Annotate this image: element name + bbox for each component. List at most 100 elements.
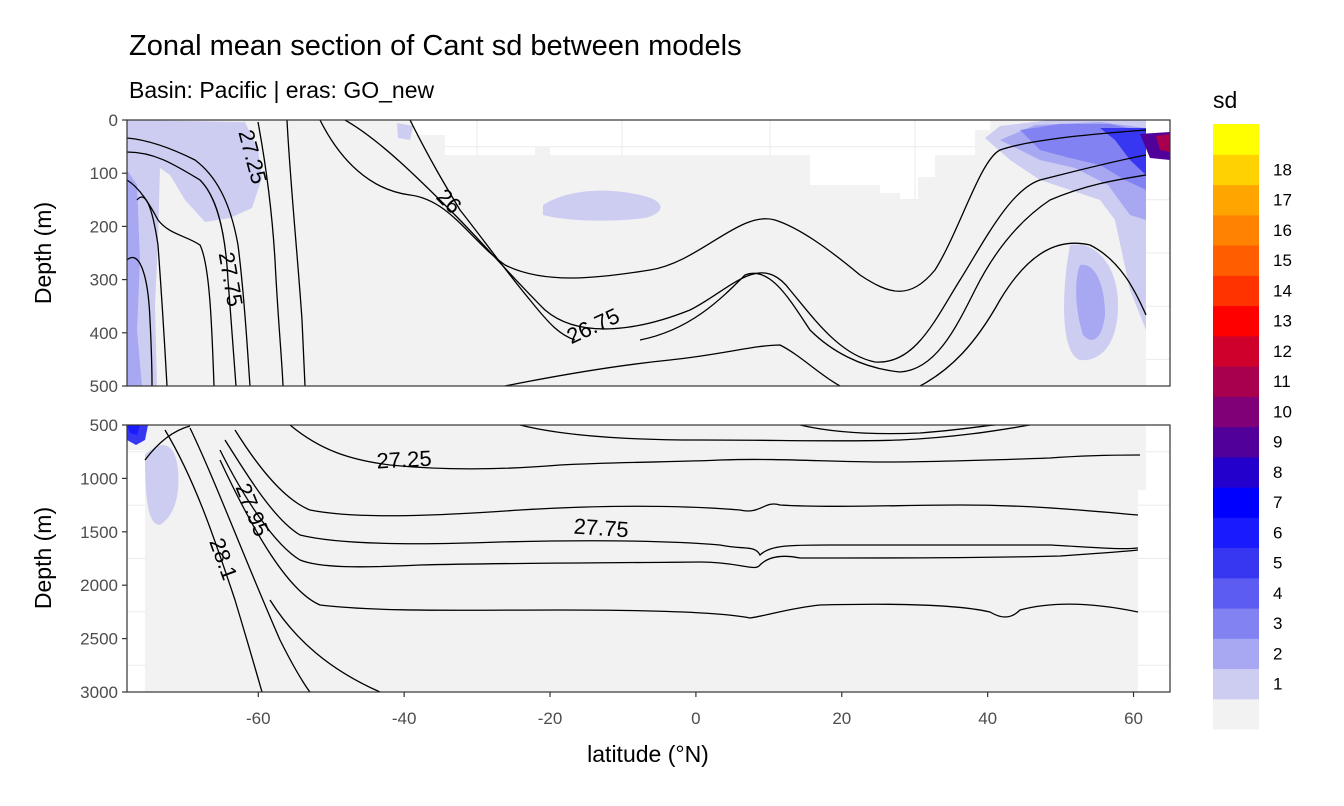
legend-swatch [1213, 335, 1259, 367]
upper-sd-fill-level-3 [127, 170, 142, 386]
contour-line [224, 439, 1139, 557]
legend-swatch [1213, 547, 1259, 579]
contour-line [127, 137, 251, 386]
contour-line [219, 459, 1139, 619]
legend-swatch [1213, 517, 1259, 549]
x-tick-label: -20 [538, 709, 563, 728]
legend-label: 1 [1273, 675, 1282, 694]
contour-line [234, 429, 1139, 517]
contour-line [344, 120, 1147, 363]
upper-sd-fill-level-11 [1156, 134, 1170, 152]
legend-swatch [1213, 487, 1259, 518]
contour-line [144, 425, 191, 461]
legend-label: 3 [1273, 614, 1282, 633]
legend-title: sd [1213, 87, 1237, 113]
upper-panel-border [126, 119, 1171, 387]
legend-label: 13 [1273, 312, 1292, 331]
legend-swatch [1213, 608, 1259, 639]
contour-label: 27.25 [376, 446, 432, 474]
lower-y-axis-title: Depth (m) [30, 507, 56, 609]
legend-swatch [1213, 275, 1259, 307]
contour-line [319, 120, 1147, 292]
legend-swatch [1213, 426, 1259, 458]
upper-contours [127, 120, 1147, 386]
upper-sd-fill-level-2 [543, 190, 661, 221]
contour-line [257, 121, 284, 386]
y-tick-label: 400 [90, 324, 118, 343]
y-tick-label: 0 [109, 111, 118, 130]
upper-sd-fill-level-4 [1020, 124, 1146, 190]
legend-swatch [1213, 638, 1259, 670]
lower-panel-border [126, 424, 1171, 693]
legend-swatch [1213, 154, 1259, 186]
contour-label: 27.75 [573, 514, 630, 543]
x-tick-label: -40 [392, 709, 417, 728]
legend-label: 18 [1273, 160, 1292, 179]
legend-label: 11 [1273, 372, 1291, 391]
legend-swatch [1213, 698, 1259, 730]
y-tick-label: 500 [90, 377, 118, 396]
contour-line [799, 425, 996, 435]
y-tick-label: 100 [90, 164, 118, 183]
contour-line [409, 120, 576, 341]
y-tick-label: 500 [90, 416, 118, 435]
y-tick-label: 1500 [80, 523, 118, 542]
contour-line [269, 599, 381, 692]
y-tick-label: 200 [90, 217, 118, 236]
legend-swatch [1213, 366, 1259, 397]
y-tick-label: 2000 [80, 576, 118, 595]
x-tick-label: 40 [978, 709, 997, 728]
y-tick-label: 1000 [80, 469, 118, 488]
upper-y-axis: 0 100 200 300 400 500 [90, 111, 127, 396]
x-tick-label: 0 [691, 709, 700, 728]
chart-title: Zonal mean section of Cant sd between mo… [129, 30, 742, 62]
upper-sd-fill-level-6 [1100, 128, 1146, 175]
contour-line [136, 196, 168, 386]
legend-label: 10 [1273, 402, 1292, 421]
legend-label: 6 [1273, 523, 1282, 542]
legend-swatch [1213, 577, 1259, 609]
upper-sd-fill-level-2 [127, 120, 262, 386]
legend-swatch [1213, 305, 1259, 337]
contour-line [219, 449, 1139, 569]
legend-swatch [1213, 184, 1259, 216]
legend-label: 4 [1273, 584, 1282, 603]
upper-y-axis-title: Depth (m) [30, 202, 56, 304]
lower-contours [144, 425, 1141, 692]
contour-line [919, 242, 1147, 386]
x-axis-title: latitude (°N) [587, 741, 709, 767]
contour-line [127, 256, 153, 386]
lower-y-axis: 500 1000 1500 2000 2500 3000 [80, 416, 127, 702]
legend-swatch [1213, 396, 1259, 428]
y-tick-label: 300 [90, 271, 118, 290]
y-tick-label: 2500 [80, 630, 118, 649]
legend-label: 17 [1273, 191, 1292, 210]
legend-swatch [1213, 124, 1259, 155]
legend-label: 16 [1273, 221, 1292, 240]
lower-sd-fill-level-7 [127, 425, 140, 435]
legend-swatch [1213, 245, 1259, 276]
lower-sd-fill-base [127, 425, 1146, 692]
legend-swatch [1213, 456, 1259, 488]
legend-label: 8 [1273, 463, 1282, 482]
contour-line [519, 425, 1031, 442]
legend-label: 2 [1273, 644, 1282, 663]
legend-swatch [1213, 214, 1259, 246]
x-tick-label: -60 [246, 709, 271, 728]
legend-label: 12 [1273, 342, 1292, 361]
legend-swatches [1213, 124, 1259, 730]
contour-line [639, 174, 1147, 373]
contour-line [504, 344, 841, 386]
contour-line [189, 427, 311, 692]
x-tick-label: 60 [1124, 709, 1143, 728]
chart-subtitle: Basin: Pacific | eras: GO_new [129, 77, 434, 103]
lower-sd-fill-level-2 [145, 445, 179, 525]
x-tick-label: 20 [832, 709, 851, 728]
legend-label: 14 [1273, 281, 1292, 300]
contour-line [164, 429, 263, 692]
contour-line [286, 120, 306, 386]
